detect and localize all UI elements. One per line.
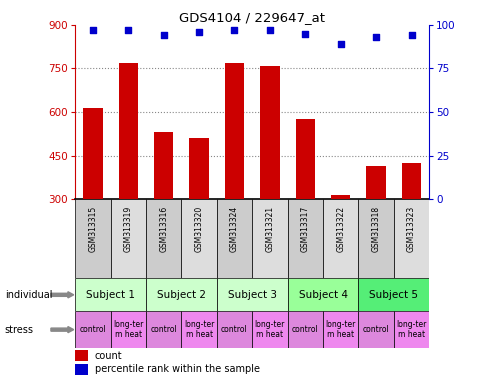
- Bar: [322, 311, 358, 348]
- Text: long-ter
m heat: long-ter m heat: [395, 320, 426, 339]
- Bar: [358, 278, 428, 311]
- Bar: [146, 199, 181, 278]
- Text: GSM313319: GSM313319: [123, 205, 133, 252]
- Bar: [75, 278, 146, 311]
- Bar: [75, 199, 110, 278]
- Text: GSM313316: GSM313316: [159, 205, 168, 252]
- Point: [195, 29, 202, 35]
- Bar: [401, 163, 421, 199]
- Bar: [393, 199, 428, 278]
- Bar: [153, 132, 173, 199]
- Text: control: control: [221, 325, 247, 334]
- Bar: [252, 199, 287, 278]
- Text: Subject 5: Subject 5: [368, 290, 418, 300]
- Bar: [146, 311, 181, 348]
- Bar: [110, 199, 146, 278]
- Bar: [181, 311, 216, 348]
- Title: GDS4104 / 229647_at: GDS4104 / 229647_at: [179, 11, 325, 24]
- Bar: [365, 166, 385, 199]
- Point: [372, 34, 379, 40]
- Text: long-ter
m heat: long-ter m heat: [325, 320, 355, 339]
- Bar: [287, 278, 358, 311]
- Bar: [252, 311, 287, 348]
- Text: GSM313317: GSM313317: [300, 205, 309, 252]
- Bar: [110, 311, 146, 348]
- Bar: [330, 195, 350, 199]
- Point: [407, 32, 414, 38]
- Bar: [287, 199, 322, 278]
- Bar: [358, 311, 393, 348]
- Text: control: control: [79, 325, 106, 334]
- Bar: [259, 66, 279, 199]
- Bar: [287, 311, 322, 348]
- Text: count: count: [94, 351, 122, 361]
- Point: [301, 31, 309, 37]
- Text: GSM313315: GSM313315: [88, 205, 97, 252]
- Bar: [118, 63, 138, 199]
- Point: [336, 41, 344, 47]
- Bar: [224, 63, 244, 199]
- Bar: [75, 350, 88, 361]
- Bar: [216, 311, 252, 348]
- Text: Subject 2: Subject 2: [156, 290, 206, 300]
- Point: [160, 32, 167, 38]
- Bar: [216, 278, 287, 311]
- Point: [124, 27, 132, 33]
- Bar: [83, 108, 103, 199]
- Bar: [181, 199, 216, 278]
- Text: control: control: [291, 325, 318, 334]
- Text: GSM313322: GSM313322: [335, 205, 345, 252]
- Bar: [358, 199, 393, 278]
- Text: GSM313318: GSM313318: [371, 205, 380, 252]
- Text: Subject 3: Subject 3: [227, 290, 276, 300]
- Bar: [75, 311, 110, 348]
- Bar: [393, 311, 428, 348]
- Text: individual: individual: [5, 290, 52, 300]
- Bar: [146, 278, 216, 311]
- Text: GSM313320: GSM313320: [194, 205, 203, 252]
- Bar: [75, 364, 88, 375]
- Text: GSM313321: GSM313321: [265, 205, 274, 252]
- Text: percentile rank within the sample: percentile rank within the sample: [94, 364, 259, 374]
- Text: long-ter
m heat: long-ter m heat: [254, 320, 285, 339]
- Text: control: control: [362, 325, 389, 334]
- Text: long-ter
m heat: long-ter m heat: [183, 320, 214, 339]
- Text: Subject 4: Subject 4: [298, 290, 347, 300]
- Text: stress: stress: [5, 324, 34, 334]
- Bar: [189, 138, 209, 199]
- Point: [89, 27, 97, 33]
- Text: long-ter
m heat: long-ter m heat: [113, 320, 143, 339]
- Text: control: control: [150, 325, 177, 334]
- Text: Subject 1: Subject 1: [86, 290, 135, 300]
- Point: [265, 27, 273, 33]
- Point: [230, 27, 238, 33]
- Bar: [216, 199, 252, 278]
- Text: GSM313323: GSM313323: [406, 205, 415, 252]
- Bar: [295, 119, 315, 199]
- Text: GSM313324: GSM313324: [229, 205, 239, 252]
- Bar: [322, 199, 358, 278]
